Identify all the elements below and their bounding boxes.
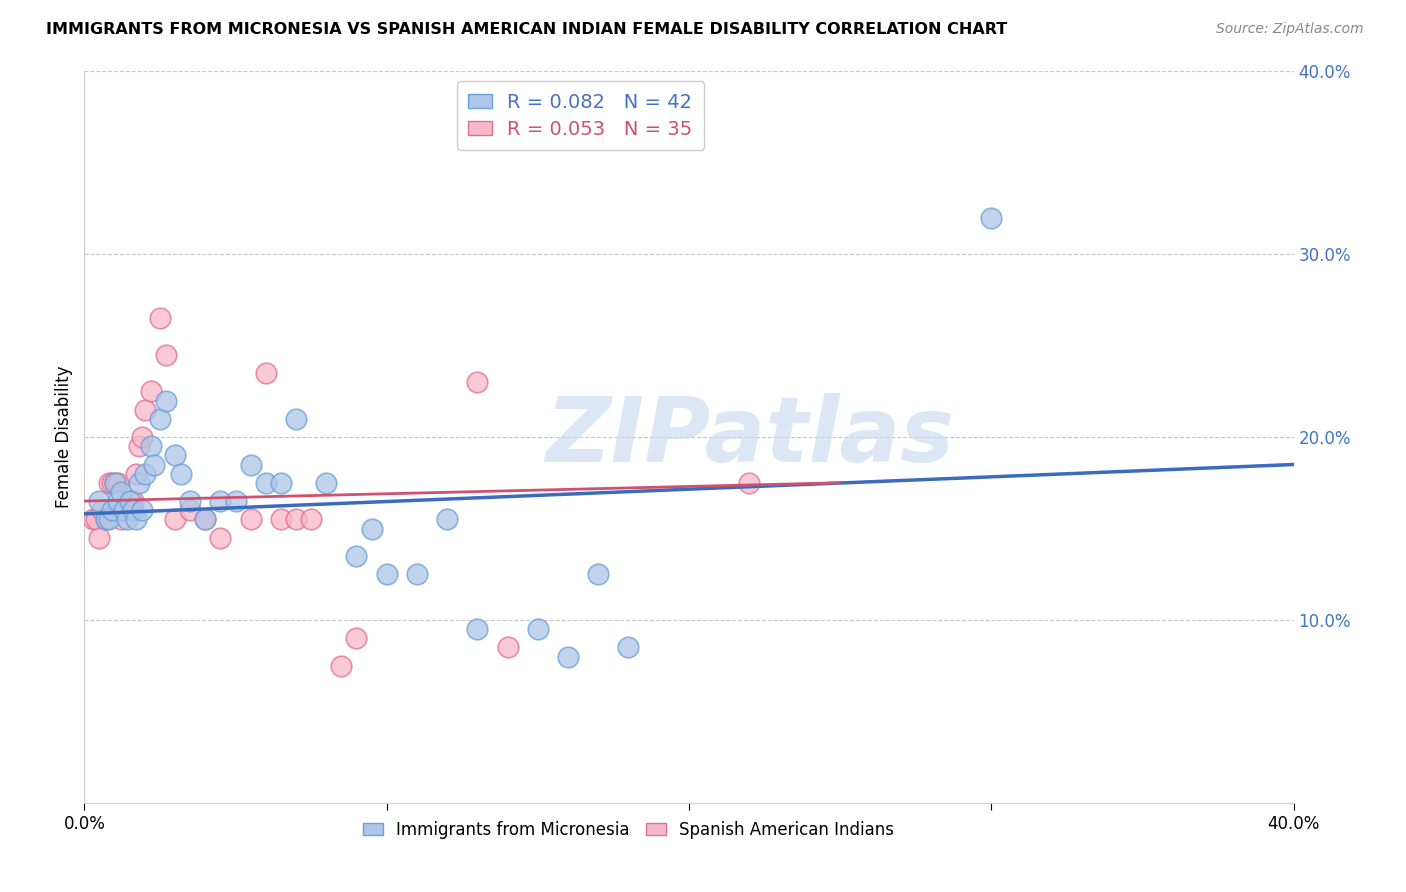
Point <box>104 475 127 490</box>
Point <box>107 475 129 490</box>
Point <box>125 512 148 526</box>
Point <box>588 567 610 582</box>
Point <box>270 512 292 526</box>
Point <box>149 311 172 326</box>
Point <box>436 512 458 526</box>
Point <box>94 512 117 526</box>
Point <box>239 512 262 526</box>
Point <box>155 393 177 408</box>
Point <box>375 567 398 582</box>
Point <box>91 503 114 517</box>
Text: Source: ZipAtlas.com: Source: ZipAtlas.com <box>1216 22 1364 37</box>
Y-axis label: Female Disability: Female Disability <box>55 366 73 508</box>
Point <box>128 475 150 490</box>
Point <box>86 512 108 526</box>
Point <box>89 494 111 508</box>
Point <box>131 503 153 517</box>
Point <box>225 494 247 508</box>
Point <box>299 512 322 526</box>
Text: ZIPatlas: ZIPatlas <box>546 393 953 481</box>
Point <box>89 531 111 545</box>
Point <box>179 503 201 517</box>
Point <box>82 512 104 526</box>
Point <box>97 512 120 526</box>
Point <box>104 475 127 490</box>
Point <box>254 475 277 490</box>
Point <box>100 503 122 517</box>
Point <box>165 448 187 462</box>
Point <box>527 622 550 636</box>
Point <box>100 475 122 490</box>
Point <box>110 485 132 500</box>
Point <box>139 384 162 399</box>
Point <box>209 494 232 508</box>
Point <box>285 512 308 526</box>
Point <box>155 348 177 362</box>
Point <box>134 402 156 417</box>
Point <box>467 622 489 636</box>
Point <box>121 494 143 508</box>
Point <box>406 567 429 582</box>
Point <box>315 475 337 490</box>
Point <box>330 658 353 673</box>
Point <box>467 375 489 389</box>
Point <box>496 640 519 655</box>
Point <box>165 512 187 526</box>
Point <box>346 632 368 646</box>
Point <box>115 512 138 526</box>
Point <box>107 494 129 508</box>
Text: IMMIGRANTS FROM MICRONESIA VS SPANISH AMERICAN INDIAN FEMALE DISABILITY CORRELAT: IMMIGRANTS FROM MICRONESIA VS SPANISH AM… <box>46 22 1008 37</box>
Point <box>346 549 368 563</box>
Point <box>360 521 382 535</box>
Point <box>239 458 262 472</box>
Point <box>980 211 1002 225</box>
Legend: Immigrants from Micronesia, Spanish American Indians: Immigrants from Micronesia, Spanish Amer… <box>356 814 901 846</box>
Point <box>128 439 150 453</box>
Point <box>254 366 277 380</box>
Point <box>617 640 640 655</box>
Point <box>738 475 761 490</box>
Point <box>97 475 120 490</box>
Point <box>194 512 217 526</box>
Point <box>94 512 117 526</box>
Point <box>557 649 579 664</box>
Point <box>149 412 172 426</box>
Point <box>131 430 153 444</box>
Point <box>194 512 217 526</box>
Point <box>270 475 292 490</box>
Point <box>118 503 141 517</box>
Point <box>118 494 141 508</box>
Point <box>112 503 135 517</box>
Point <box>112 503 135 517</box>
Point <box>134 467 156 481</box>
Point <box>209 531 232 545</box>
Point <box>115 503 138 517</box>
Point <box>110 512 132 526</box>
Point <box>142 458 165 472</box>
Point <box>121 503 143 517</box>
Point <box>139 439 162 453</box>
Point <box>285 412 308 426</box>
Point <box>170 467 193 481</box>
Point <box>125 467 148 481</box>
Point <box>179 494 201 508</box>
